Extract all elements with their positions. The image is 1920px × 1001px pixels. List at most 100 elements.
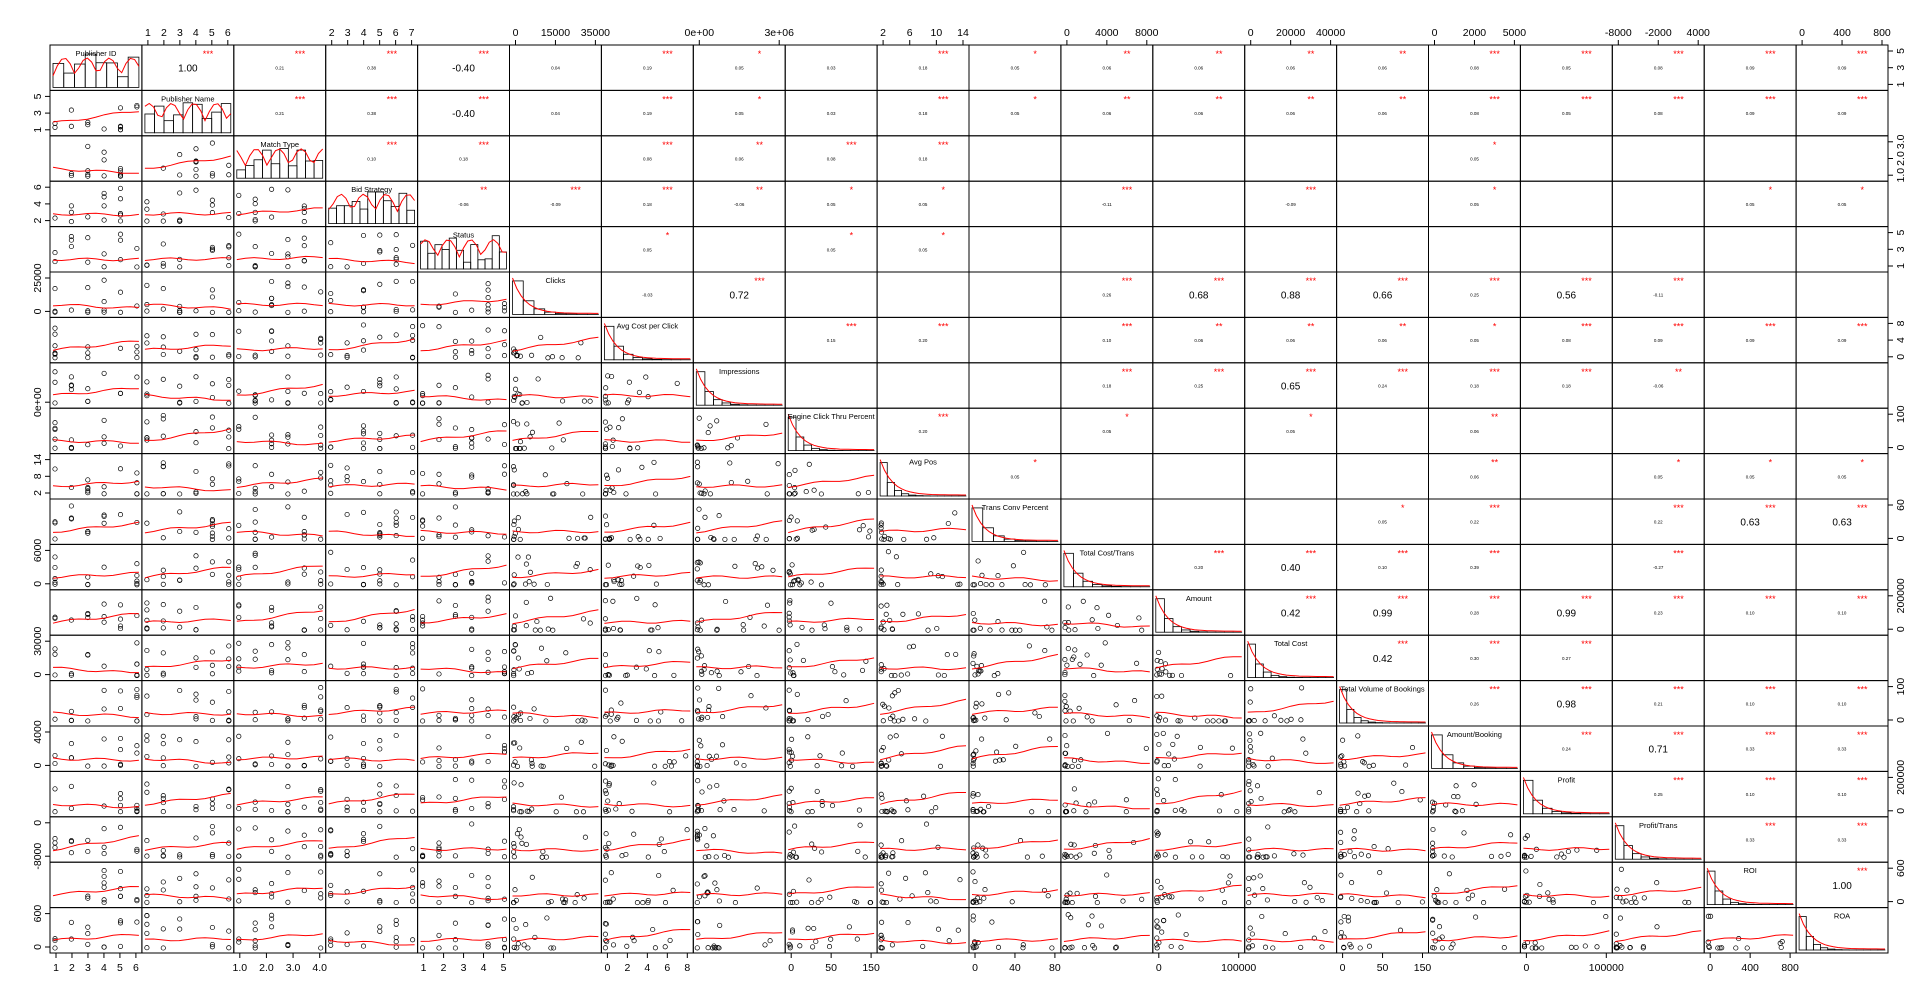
scatter-point <box>52 351 58 357</box>
scatter-point <box>301 652 307 658</box>
scatter-point <box>193 739 199 745</box>
scatter-point <box>1154 878 1161 884</box>
correlation-value: 0.05 <box>1470 338 1479 343</box>
panel-frame <box>141 271 235 318</box>
scatter-point <box>209 518 215 524</box>
scatter-point <box>209 944 215 950</box>
scatter-point <box>522 581 529 587</box>
scatter-point <box>776 627 782 633</box>
scatter-point <box>318 708 324 714</box>
panel-frame <box>1795 362 1889 409</box>
correlation-value: 0.56 <box>1557 291 1577 302</box>
smoother-line <box>880 574 967 579</box>
scatter-point <box>661 849 667 855</box>
scatter-point <box>878 522 884 528</box>
scatter-panel <box>1521 868 1610 906</box>
scatter-point <box>393 608 399 614</box>
scatter-point <box>360 582 367 588</box>
scatter-panel <box>694 685 783 722</box>
scatter-point <box>452 893 458 899</box>
scatter-point <box>603 921 609 927</box>
scatter-point <box>880 744 886 751</box>
scatter-point <box>144 282 150 288</box>
smoother-line <box>236 887 323 895</box>
scatter-point <box>971 751 977 757</box>
scatter-panel <box>328 732 415 769</box>
scatter-point <box>285 718 291 724</box>
histogram-bar <box>803 444 813 452</box>
scatter-point <box>740 622 746 628</box>
panel-frame <box>1703 226 1797 273</box>
panel-frame <box>49 453 143 500</box>
correlation-value: 0.18 <box>459 157 468 162</box>
scatter-point <box>725 445 731 451</box>
scatter-point <box>787 597 793 604</box>
correlation-value: 0.05 <box>1011 474 1020 479</box>
smoother-line <box>1155 884 1242 897</box>
scatter-point <box>101 309 107 315</box>
scatter-point <box>1063 809 1069 815</box>
scatter-point <box>1106 612 1112 618</box>
scatter-panel <box>420 646 508 679</box>
scatter-point <box>252 397 258 403</box>
scatter-point <box>1062 692 1068 698</box>
correlation-value: 0.10 <box>1378 565 1387 570</box>
scatter-point <box>860 523 866 529</box>
top-tick-label: 3 <box>177 27 183 39</box>
scatter-point <box>880 718 886 724</box>
scatter-point <box>377 281 383 287</box>
smoother-line <box>144 344 231 350</box>
histogram-bar <box>632 357 643 361</box>
scatter-point <box>68 387 74 393</box>
scatter-point <box>809 841 815 847</box>
scatter-point <box>226 263 232 269</box>
scatter-point <box>1139 627 1145 633</box>
scatter-point <box>1451 794 1457 800</box>
scatter-point <box>575 535 581 541</box>
right-tick-label: 3.0 <box>1895 134 1907 149</box>
scatter-point <box>301 762 307 768</box>
scatter-point <box>285 353 291 359</box>
scatter-point <box>134 343 140 349</box>
density-line <box>787 414 875 451</box>
top-tick-label: 4 <box>193 27 199 39</box>
scatter-point <box>236 564 242 570</box>
correlation-value: -0.09 <box>550 202 561 207</box>
scatter-point <box>1246 718 1252 724</box>
scatter-point <box>52 840 58 846</box>
scatter-point <box>1168 943 1174 950</box>
scatter-point <box>878 761 884 767</box>
left-tick-label: 1 <box>32 127 44 133</box>
histogram-bar <box>811 447 820 451</box>
left-tick-label: 3 <box>32 110 44 116</box>
smoother-line <box>512 712 599 719</box>
histogram-bar <box>1346 708 1355 724</box>
panel-frame <box>49 316 143 364</box>
scatter-point <box>1262 718 1268 724</box>
scatter-point <box>572 900 578 906</box>
scatter-point <box>1628 899 1634 906</box>
scatter-point <box>608 763 614 769</box>
scatter-point <box>452 808 458 814</box>
scatter-point <box>684 827 690 833</box>
scatter-point <box>706 753 712 759</box>
scatter-point <box>1071 654 1077 660</box>
scatter-panel <box>420 416 508 451</box>
scatter-point <box>252 762 258 768</box>
smoother-line <box>1431 841 1518 850</box>
scatter-point <box>982 887 988 893</box>
scatter-point <box>828 936 834 942</box>
scatter-point <box>1744 945 1750 951</box>
scatter-point <box>794 535 801 541</box>
scatter-point <box>727 460 733 466</box>
scatter-point <box>1159 929 1165 935</box>
scatter-point <box>1154 658 1160 664</box>
scatter-point <box>301 888 307 894</box>
scatter-point <box>193 691 199 697</box>
scatter-panel <box>1154 776 1242 815</box>
scatter-point <box>1247 699 1253 705</box>
scatter-point <box>891 718 897 724</box>
scatter-point <box>101 899 107 906</box>
scatter-point <box>177 854 183 860</box>
